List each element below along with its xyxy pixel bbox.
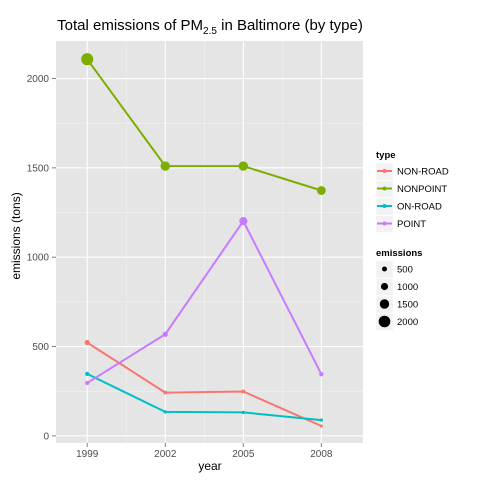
series-layer xyxy=(81,53,326,428)
data-point-nonpoint xyxy=(81,53,94,66)
legend-label: NONPOINT xyxy=(397,184,447,195)
legend-size-label: 1500 xyxy=(397,300,418,311)
x-tick-label: 1999 xyxy=(76,449,99,460)
plot-panel xyxy=(56,41,363,443)
data-point-on-road xyxy=(319,418,323,422)
y-axis-tick-labels: 0 500 1000 1500 2000 xyxy=(27,74,50,442)
legend-size-label: 500 xyxy=(397,265,413,276)
legend-size-point xyxy=(378,315,391,328)
data-point-nonpoint xyxy=(238,161,249,171)
series-line-nonpoint xyxy=(86,58,322,192)
legend-type: type NON-ROAD NONPOINT ON-ROAD POINT xyxy=(375,150,449,233)
y-tick-label: 1000 xyxy=(27,253,50,264)
x-tick-label: 2005 xyxy=(232,449,255,460)
minor-gridlines xyxy=(56,41,363,443)
x-tick-label: 2002 xyxy=(154,449,177,460)
y-tick-label: 2000 xyxy=(27,74,50,85)
chart-title: Total emissions of PM2.5 in Baltimore (b… xyxy=(57,17,363,37)
legend-size-point xyxy=(382,266,387,272)
legend-key-point xyxy=(382,186,387,191)
legend-size-label: 2000 xyxy=(397,317,418,328)
legend-size: emissions 500 1000 1500 2000 xyxy=(375,248,422,331)
data-point-non-road xyxy=(84,340,90,346)
data-point-point xyxy=(319,372,324,377)
data-point-point xyxy=(239,217,248,226)
data-point-point xyxy=(85,380,90,386)
legend-size-label: 1000 xyxy=(397,282,418,293)
axis-ticks xyxy=(52,78,322,447)
data-point-non-road xyxy=(319,424,323,428)
data-point-nonpoint xyxy=(160,161,170,171)
data-point-on-road xyxy=(241,410,246,415)
legend-size-point xyxy=(379,299,390,309)
x-axis-title: year xyxy=(198,459,221,473)
legend-label: ON-ROAD xyxy=(397,202,442,213)
y-tick-label: 500 xyxy=(32,342,49,353)
data-point-nonpoint xyxy=(316,186,326,195)
legend-size-point xyxy=(380,282,389,291)
legend-label: NON-ROAD xyxy=(397,167,449,178)
legend-key-point xyxy=(382,204,387,208)
data-point-point xyxy=(162,331,168,337)
data-point-on-road xyxy=(85,371,90,377)
series-line-point xyxy=(86,219,323,384)
y-tick-label: 0 xyxy=(43,431,49,442)
y-axis-title: emissions (tons) xyxy=(9,192,23,279)
data-point-non-road xyxy=(241,389,246,394)
legend-label: POINT xyxy=(397,219,426,230)
y-tick-label: 1500 xyxy=(27,163,50,174)
legend-key-point xyxy=(382,221,387,226)
data-point-non-road xyxy=(163,390,168,395)
legend-size-title: emissions xyxy=(376,248,422,259)
series-line-non-road xyxy=(86,341,322,427)
x-axis-tick-labels: 1999 2002 2005 2008 xyxy=(76,449,333,460)
data-point-on-road xyxy=(163,410,167,414)
legend-type-title: type xyxy=(376,150,396,161)
x-tick-label: 2008 xyxy=(310,449,333,460)
series-line-on-road xyxy=(86,373,322,422)
legend-key-point xyxy=(382,169,387,173)
